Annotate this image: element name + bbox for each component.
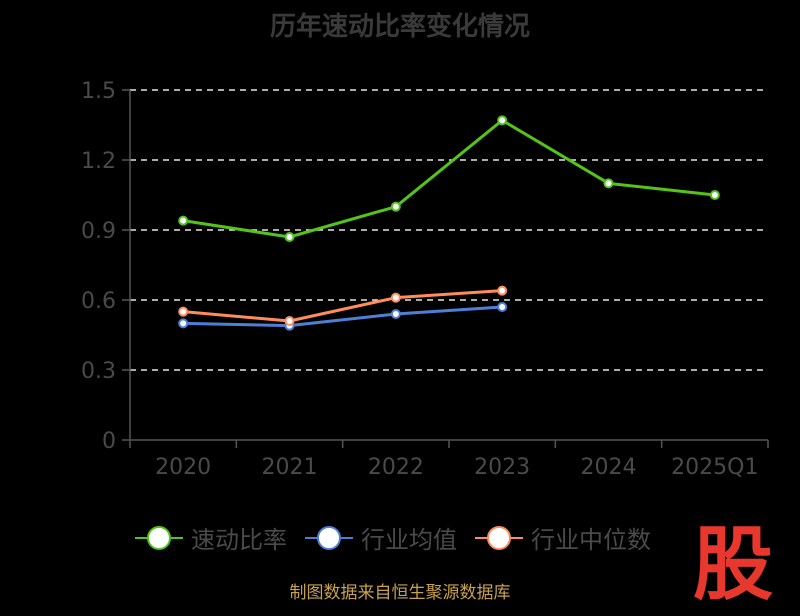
y-tick-label: 1.2 [81, 149, 116, 174]
legend-swatch-industry-mean [305, 525, 353, 550]
x-tick-label: 2025Q1 [671, 455, 758, 480]
x-tick-label: 2024 [581, 455, 637, 480]
legend-item-quick-ratio[interactable]: 速动比率 [135, 520, 287, 555]
data-point [603, 178, 614, 189]
y-tick-label: 0.3 [81, 359, 116, 384]
legend: 速动比率 行业均值 行业中位数 [135, 520, 651, 555]
y-tick-label: 0.9 [81, 219, 116, 244]
data-point [178, 306, 189, 317]
data-source-note: 制图数据来自恒生聚源数据库 [289, 583, 511, 603]
x-tick-label: 2020 [155, 455, 211, 480]
series-line-0 [182, 118, 715, 239]
line-chart: 0 0.3 0.6 0.9 1.2 1.5 2020 2021 2022 2023 2024 2025… [81, 79, 769, 480]
legend-label: 速动比率 [191, 526, 287, 554]
series-line-1 [183, 305, 503, 328]
x-tick-label: 2021 [262, 455, 318, 480]
chart-title: 历年速动比率变化情况 [269, 12, 530, 42]
data-point [390, 292, 401, 303]
y-tick-label: 0 [102, 429, 116, 454]
legend-label: 行业均值 [361, 526, 457, 554]
x-tick-label: 2022 [368, 455, 424, 480]
stock-logo-icon: 股 [693, 518, 773, 611]
legend-swatch-industry-median [475, 525, 523, 550]
data-point [178, 318, 189, 329]
data-point [178, 215, 189, 226]
data-point [709, 190, 720, 200]
x-tick-label: 2023 [474, 455, 530, 480]
y-tick-label: 0.6 [81, 289, 116, 314]
legend-item-industry-median[interactable]: 行业中位数 [475, 520, 651, 555]
data-point [390, 309, 401, 319]
legend-label: 行业中位数 [531, 526, 651, 554]
data-point [390, 201, 401, 212]
data-point [497, 115, 508, 126]
data-point [284, 316, 295, 326]
legend-item-industry-mean[interactable]: 行业均值 [305, 520, 457, 555]
data-point [497, 285, 508, 296]
y-tick-label: 1.5 [81, 79, 116, 104]
data-point [497, 302, 508, 312]
legend-swatch-quick-ratio [135, 525, 183, 550]
series-line-2 [183, 289, 503, 323]
data-point [284, 232, 295, 242]
